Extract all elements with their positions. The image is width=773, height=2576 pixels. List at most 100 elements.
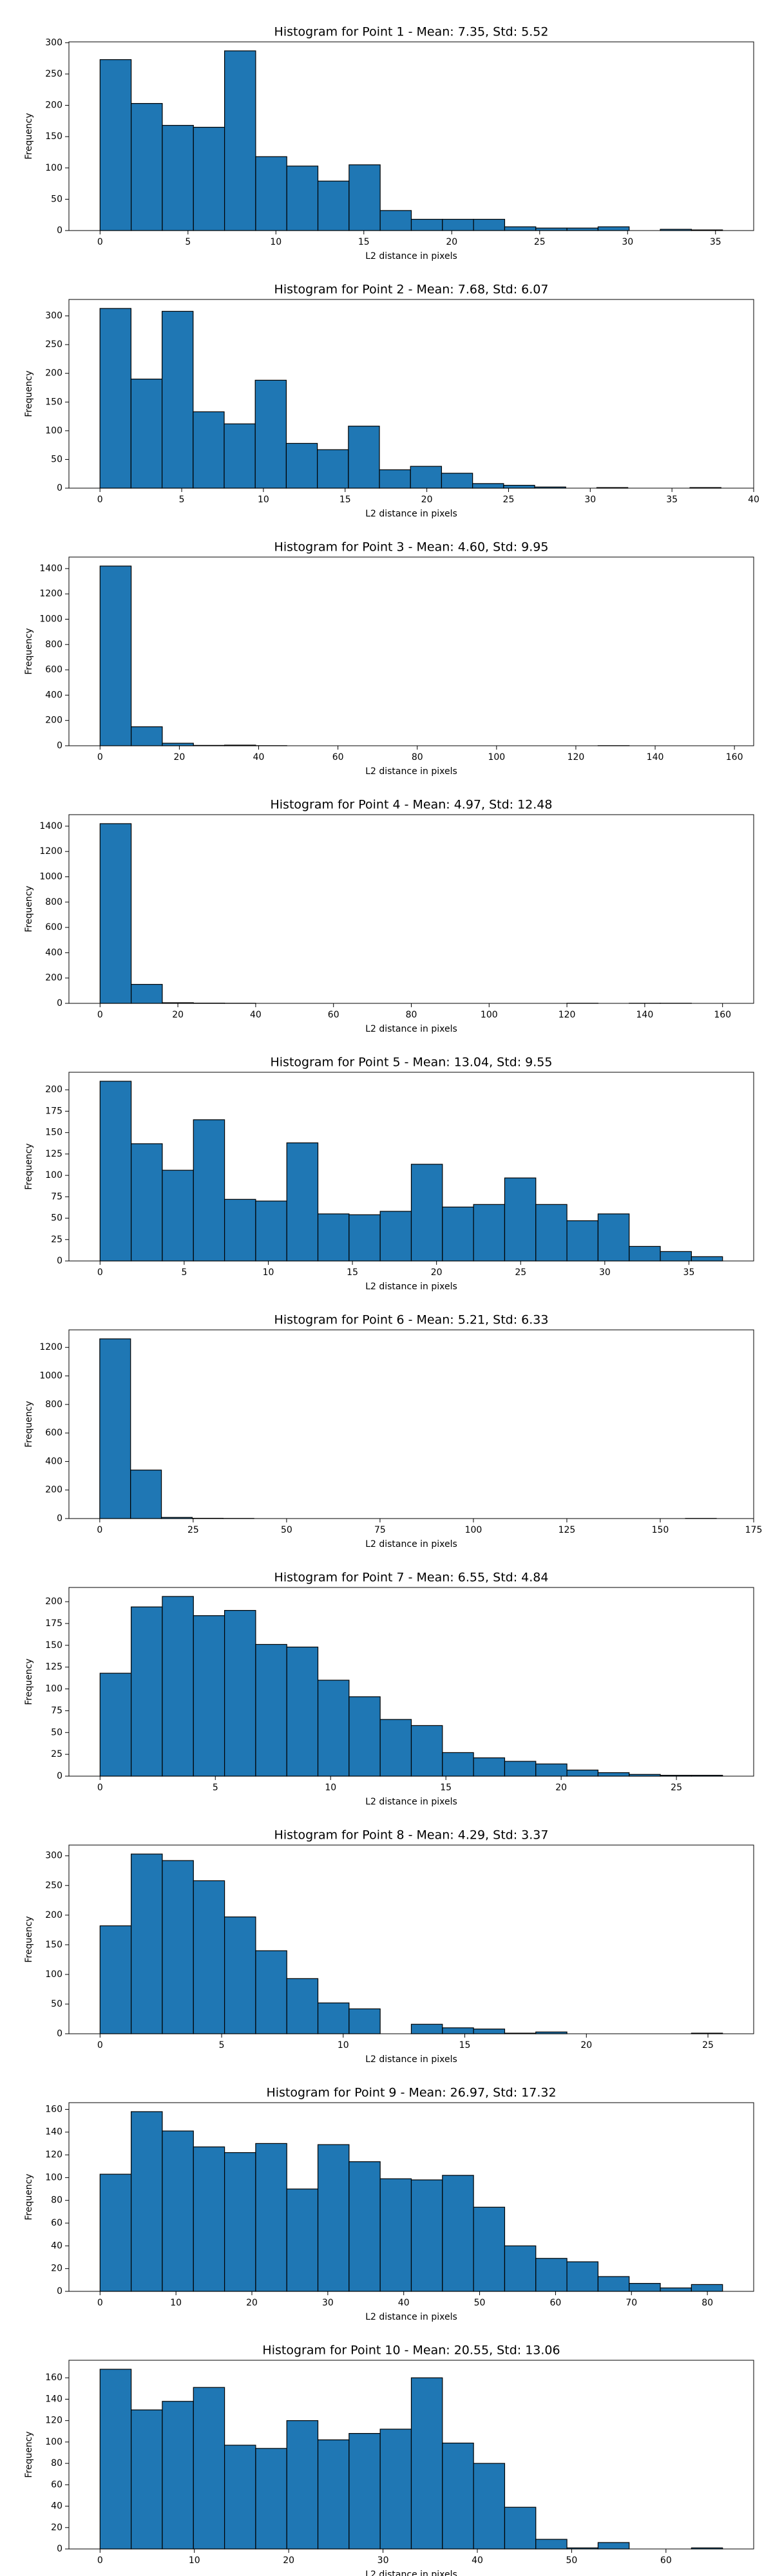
x-tick-label: 25	[515, 1267, 526, 1278]
y-tick-label: 300	[45, 311, 62, 321]
x-tick-label: 40	[250, 1010, 262, 1020]
histogram-bar	[597, 1772, 630, 1777]
y-tick-label: 120	[45, 2150, 62, 2160]
histogram-bar	[286, 1978, 319, 2034]
x-tick-label: 20	[172, 1010, 184, 1020]
x-tick-label: 0	[97, 1783, 103, 1793]
histogram-bar	[473, 2463, 506, 2550]
y-tick-label: 800	[45, 897, 62, 907]
histogram-bar	[410, 466, 443, 489]
x-tick-label: 30	[584, 495, 596, 505]
histogram-bar	[691, 1256, 723, 1262]
histogram-bar	[597, 1213, 630, 1262]
y-tick-label: 20	[51, 2523, 62, 2533]
histogram-bar	[193, 1119, 225, 1262]
chart-title: Histogram for Point 3 - Mean: 4.60, Std:…	[274, 540, 549, 554]
histogram-bar	[660, 2287, 692, 2292]
axes-frame	[68, 556, 754, 746]
x-tick-label: 140	[647, 752, 664, 762]
y-tick-label: 150	[45, 1940, 62, 1950]
histogram-bar	[193, 2146, 225, 2292]
y-tick-label: 50	[51, 1999, 62, 2009]
histogram-bar	[597, 2542, 630, 2550]
histogram-bar	[410, 2023, 443, 2034]
histogram-bar	[285, 442, 318, 489]
x-tick-label: 25	[503, 495, 515, 505]
histogram-bar	[286, 1142, 319, 1262]
histogram-bar	[535, 227, 568, 231]
histogram-bar	[442, 1752, 474, 1777]
x-tick-label: 35	[683, 1267, 695, 1278]
x-tick-label: 0	[97, 752, 103, 762]
histogram-bar	[224, 423, 256, 489]
y-tick-label: 80	[51, 2458, 62, 2468]
y-tick-label: 1400	[39, 564, 62, 574]
y-tick-label: 50	[51, 194, 62, 204]
x-axis-label: L2 distance in pixels	[365, 251, 457, 261]
y-tick-label: 200	[45, 1084, 62, 1095]
histogram-bar	[99, 308, 132, 489]
histogram-bar	[597, 226, 630, 231]
y-axis-label: Frequency	[24, 370, 34, 417]
y-tick-label: 160	[45, 2104, 62, 2114]
y-tick-label: 100	[45, 426, 62, 436]
x-tick-label: 15	[339, 495, 351, 505]
histogram-bar	[193, 126, 225, 231]
histogram-bar	[504, 2506, 537, 2550]
x-tick-label: 75	[374, 1525, 386, 1535]
histogram-bar	[472, 483, 504, 489]
x-tick-label: 100	[465, 1525, 482, 1535]
histogram-bar	[348, 164, 381, 231]
histogram-bar	[130, 1470, 162, 1519]
histogram-bar	[286, 166, 319, 231]
y-tick-label: 60	[51, 2479, 62, 2490]
x-tick-label: 20	[246, 2298, 258, 2308]
y-tick-label: 50	[51, 454, 62, 464]
y-tick-label: 200	[45, 715, 62, 726]
histogram-bar	[162, 310, 194, 489]
x-tick-label: 5	[185, 237, 191, 247]
histogram-bar	[131, 2111, 163, 2292]
x-axis-label: L2 distance in pixels	[365, 766, 457, 777]
y-tick-label: 175	[45, 1106, 62, 1116]
x-tick-label: 20	[446, 237, 457, 247]
x-tick-label: 10	[258, 495, 269, 505]
x-tick-label: 10	[270, 237, 282, 247]
histogram-bar	[255, 1643, 287, 1777]
y-tick-label: 100	[45, 1969, 62, 1980]
x-axis-label: L2 distance in pixels	[365, 509, 457, 519]
histogram-bar	[224, 1916, 256, 2034]
y-axis-label: Frequency	[24, 1916, 34, 1962]
y-tick-label: 1400	[39, 821, 62, 831]
histogram-bar	[131, 103, 163, 231]
histogram-bar	[410, 2377, 443, 2550]
x-tick-label: 25	[187, 1525, 199, 1535]
histogram-bar	[99, 823, 132, 1004]
histogram-bar	[130, 379, 163, 489]
histogram-bar	[255, 156, 287, 231]
histogram-bar	[131, 2409, 163, 2550]
y-tick-label: 250	[45, 339, 62, 350]
histogram-bar	[255, 2448, 287, 2550]
x-tick-label: 15	[440, 1783, 452, 1793]
x-tick-label: 20	[431, 1267, 443, 1278]
x-tick-label: 20	[283, 2555, 294, 2566]
y-tick-label: 300	[45, 1851, 62, 1861]
histogram-bar	[317, 1680, 350, 1777]
x-axis-label: L2 distance in pixels	[365, 1282, 457, 1292]
y-tick-label: 100	[45, 1684, 62, 1694]
histogram-bar	[99, 1338, 131, 1519]
chart-title: Histogram for Point 8 - Mean: 4.29, Std:…	[274, 1828, 549, 1842]
histogram-bar	[535, 2258, 568, 2292]
histogram-bar	[379, 469, 411, 489]
y-tick-label: 160	[45, 2372, 62, 2383]
x-tick-label: 5	[219, 2040, 225, 2050]
y-axis-label: Frequency	[24, 1143, 34, 1189]
x-tick-label: 5	[179, 495, 185, 505]
axes-frame	[68, 2102, 754, 2292]
y-tick-label: 150	[45, 397, 62, 407]
y-tick-label: 200	[45, 100, 62, 111]
x-tick-label: 40	[472, 2555, 483, 2566]
histogram-bar	[504, 2245, 537, 2292]
